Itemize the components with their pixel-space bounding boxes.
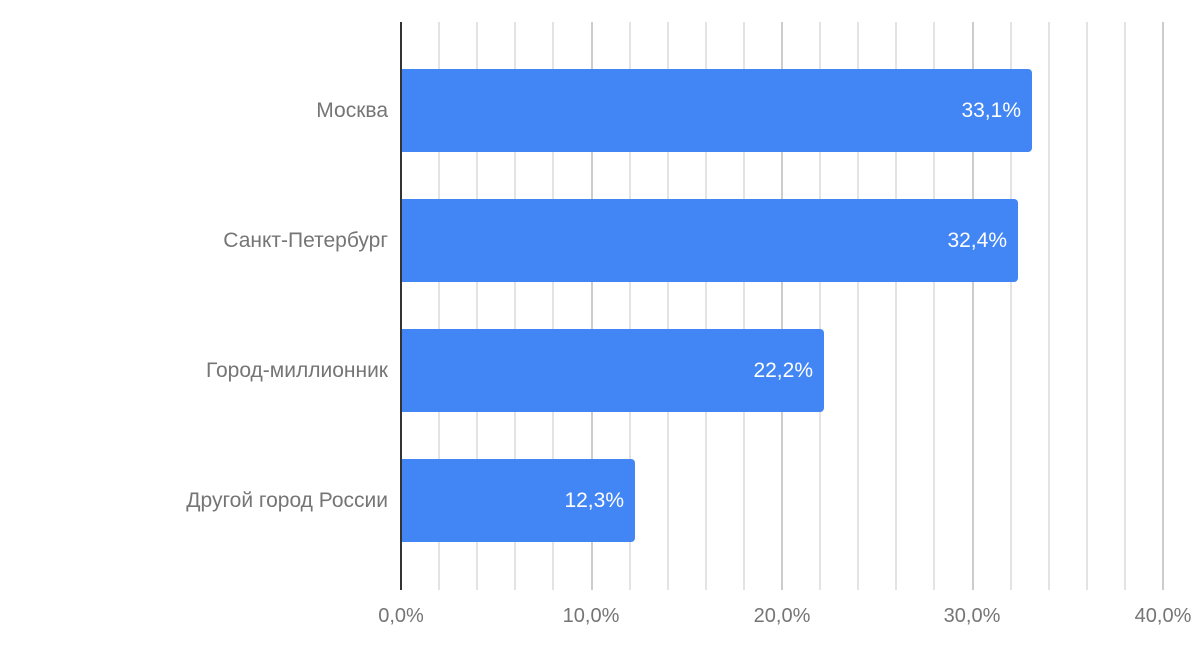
minor-gridline	[552, 22, 555, 590]
x-tick-label: 20,0%	[753, 605, 811, 627]
minor-gridline	[857, 22, 860, 590]
minor-gridline	[933, 22, 936, 590]
bar-saint-petersburg: 32,4%	[401, 199, 1018, 282]
minor-gridline	[476, 22, 479, 590]
major-gridline	[1162, 22, 1164, 590]
plot-area: 33,1% 32,4% 22,2% 12,3%	[400, 22, 1164, 590]
category-label-million-city: Город-миллионник	[206, 359, 388, 382]
minor-gridline	[514, 22, 517, 590]
category-label-moscow: Москва	[316, 99, 388, 122]
bar-other-city: 12,3%	[401, 459, 635, 542]
major-gridline	[590, 22, 593, 590]
category-label-other-city: Другой город России	[186, 489, 388, 512]
minor-gridline	[742, 22, 745, 590]
minor-gridline	[1085, 22, 1088, 590]
minor-gridline	[704, 22, 707, 590]
x-tick-label: 40,0%	[1134, 605, 1192, 627]
minor-gridline	[438, 22, 441, 590]
bar-value-label: 32,4%	[947, 229, 1007, 252]
major-gridline	[971, 22, 974, 590]
minor-gridline	[819, 22, 822, 590]
y-axis-line	[400, 22, 402, 590]
x-tick-label: 0,0%	[378, 605, 424, 627]
x-tick-label: 10,0%	[562, 605, 620, 627]
bar-million-city: 22,2%	[401, 329, 824, 412]
minor-gridline	[895, 22, 898, 590]
minor-gridline	[628, 22, 631, 590]
minor-gridline	[1123, 22, 1126, 590]
bar-moscow: 33,1%	[401, 69, 1032, 152]
x-tick-label: 30,0%	[943, 605, 1001, 627]
minor-gridline	[1047, 22, 1050, 590]
minor-gridline	[1009, 22, 1012, 590]
category-label-saint-petersburg: Санкт-Петербург	[223, 229, 388, 252]
bar-value-label: 33,1%	[961, 99, 1021, 122]
minor-gridline	[666, 22, 669, 590]
bar-value-label: 22,2%	[753, 359, 813, 382]
bar-value-label: 12,3%	[564, 489, 624, 512]
major-gridline	[781, 22, 783, 590]
